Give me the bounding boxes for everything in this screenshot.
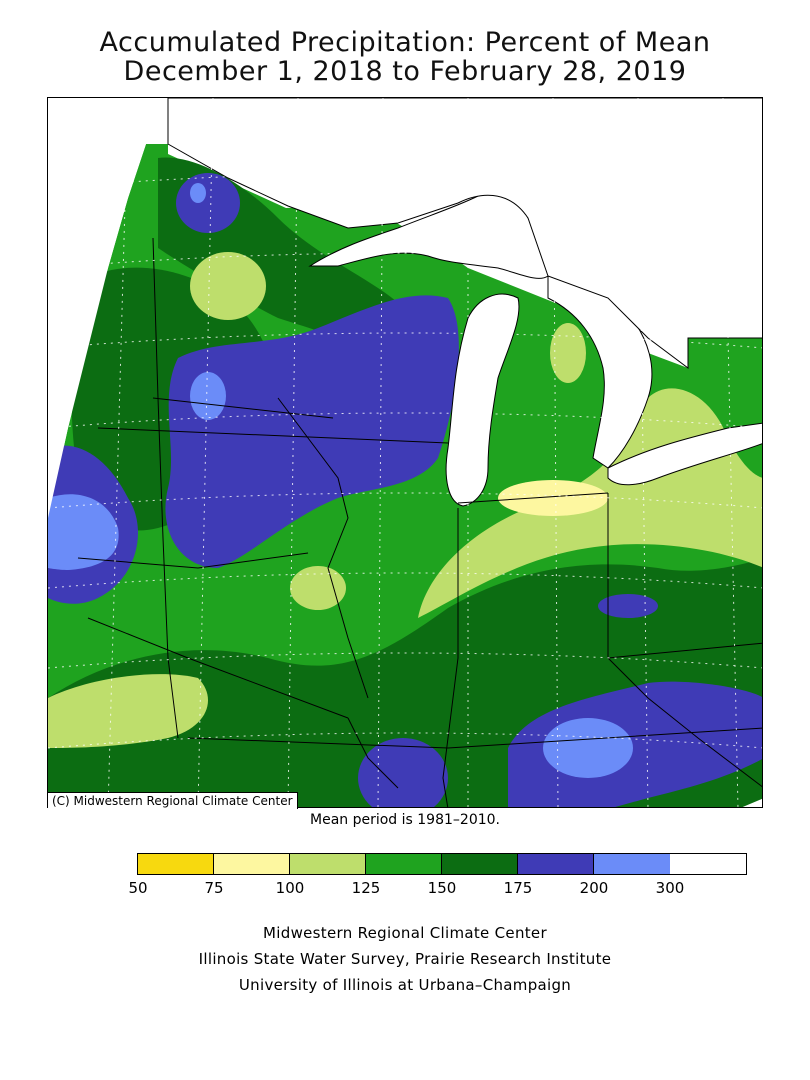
legend-tick-label: 75 [204,879,224,897]
legend-labels: 50 75 100 125 150 175 200 300 [128,875,747,899]
map-edge-left [48,98,146,518]
legend-tick-label: 175 [503,879,533,897]
legend-tick-label: 200 [579,879,609,897]
legend-swatch [290,854,366,874]
legend-bar [137,853,747,875]
legend-swatch [442,854,518,874]
lake-erie [607,422,762,486]
legend-tick-label: 150 [427,879,457,897]
region-200-300-west [48,494,119,570]
mean-period-note: Mean period is 1981–2010. [310,812,500,828]
region-200-300-se [543,718,633,778]
map-svg [48,98,762,807]
lake-michigan [445,293,520,507]
legend-swatch [518,854,594,874]
legend-tick-label: 50 [128,879,148,897]
legend-swatch [366,854,442,874]
title-line-1: Accumulated Precipitation: Percent of Me… [99,27,711,58]
legend-swatch [214,854,290,874]
region-100-125-sw [48,674,208,748]
region-200-300-a [190,372,226,420]
legend-swatch [594,854,670,874]
legend-tick-label: 125 [351,879,381,897]
color-legend: 50 75 100 125 150 175 200 300 [128,853,747,899]
map-edge-right [742,798,762,807]
region-100-125-a [190,252,266,320]
state-borders [77,237,762,807]
region-175-200-south [358,738,448,807]
canada-area [167,98,762,369]
region-100-125-b [290,566,346,610]
credit-line-1: Midwestern Regional Climate Center [263,924,547,942]
title-line-2: December 1, 2018 to February 28, 2019 [123,56,687,87]
credit-line-3: University of Illinois at Urbana–Champai… [238,976,572,994]
region-75-100-a [498,480,608,516]
legend-swatch [138,854,214,874]
region-200-300-north [190,183,206,203]
region-100-125-c [550,323,586,383]
region-175-200-central [165,295,459,568]
credit-line-2: Illinois State Water Survey, Prairie Res… [198,950,612,968]
precipitation-map [47,97,763,808]
legend-tick-label: 300 [655,879,685,897]
map-title: Accumulated Precipitation: Percent of Me… [0,28,810,86]
region-175-200-north [176,173,240,233]
graticule [48,98,762,807]
legend-tick-label: 100 [275,879,305,897]
copyright-label: (C) Midwestern Regional Climate Center [48,792,298,809]
credits: Midwestern Regional Climate Center Illin… [0,920,810,998]
region-175-200-east [598,594,658,618]
